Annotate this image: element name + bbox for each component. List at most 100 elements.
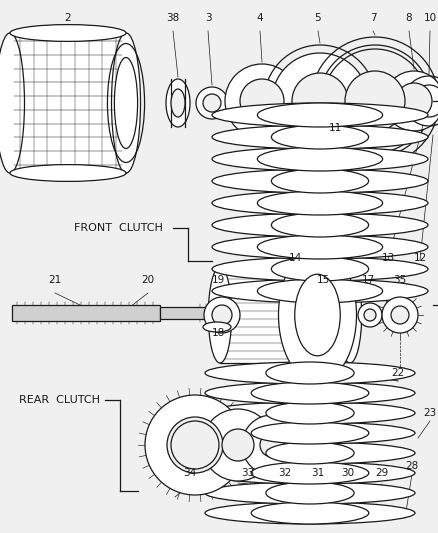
Circle shape xyxy=(390,306,408,324)
Ellipse shape xyxy=(257,191,382,215)
Text: 31: 31 xyxy=(311,468,324,478)
Text: 33: 33 xyxy=(241,468,254,478)
Text: 20: 20 xyxy=(141,275,154,285)
Ellipse shape xyxy=(212,169,427,193)
Ellipse shape xyxy=(251,502,368,524)
Bar xyxy=(159,307,219,319)
Text: 35: 35 xyxy=(392,275,406,285)
Text: 32: 32 xyxy=(278,468,291,478)
Circle shape xyxy=(383,71,438,131)
Text: 14: 14 xyxy=(288,253,301,263)
Ellipse shape xyxy=(205,362,414,384)
Text: 12: 12 xyxy=(413,253,426,263)
Text: 29: 29 xyxy=(374,468,388,478)
Ellipse shape xyxy=(205,442,414,464)
Text: 10: 10 xyxy=(423,13,435,23)
Ellipse shape xyxy=(271,213,368,237)
Text: 38: 38 xyxy=(166,13,179,23)
Ellipse shape xyxy=(278,248,356,382)
Ellipse shape xyxy=(265,442,353,464)
Text: 13: 13 xyxy=(381,253,394,263)
Ellipse shape xyxy=(0,33,25,173)
Text: 18: 18 xyxy=(211,328,224,338)
Circle shape xyxy=(272,53,367,149)
Ellipse shape xyxy=(205,382,414,404)
Circle shape xyxy=(357,303,381,327)
Ellipse shape xyxy=(212,279,427,303)
Ellipse shape xyxy=(212,191,427,215)
Circle shape xyxy=(204,297,240,333)
Text: REAR  CLUTCH: REAR CLUTCH xyxy=(19,395,100,405)
Ellipse shape xyxy=(212,103,427,127)
Circle shape xyxy=(259,433,283,457)
Ellipse shape xyxy=(271,125,368,149)
Ellipse shape xyxy=(10,165,126,181)
Ellipse shape xyxy=(257,103,382,127)
Text: 23: 23 xyxy=(422,408,436,418)
Ellipse shape xyxy=(166,79,190,127)
Circle shape xyxy=(225,64,298,138)
Ellipse shape xyxy=(265,402,353,424)
Circle shape xyxy=(291,73,347,129)
Text: 7: 7 xyxy=(369,13,375,23)
Ellipse shape xyxy=(10,25,126,42)
Ellipse shape xyxy=(205,462,414,484)
Text: 21: 21 xyxy=(48,275,61,285)
Ellipse shape xyxy=(294,274,339,356)
Ellipse shape xyxy=(205,502,414,524)
Ellipse shape xyxy=(257,235,382,259)
Text: 17: 17 xyxy=(360,275,374,285)
Bar xyxy=(12,305,159,321)
Ellipse shape xyxy=(251,382,368,404)
Text: 22: 22 xyxy=(391,368,404,378)
Circle shape xyxy=(240,79,283,123)
Text: 3: 3 xyxy=(204,13,211,23)
Text: 19: 19 xyxy=(211,275,224,285)
Text: 15: 15 xyxy=(316,275,329,285)
Ellipse shape xyxy=(212,125,427,149)
Text: 5: 5 xyxy=(314,13,321,23)
Circle shape xyxy=(195,87,227,119)
Ellipse shape xyxy=(251,422,368,444)
Ellipse shape xyxy=(212,213,427,237)
Text: 34: 34 xyxy=(183,468,196,478)
Ellipse shape xyxy=(212,147,427,171)
Text: 8: 8 xyxy=(405,13,411,23)
Ellipse shape xyxy=(265,362,353,384)
Ellipse shape xyxy=(212,235,427,259)
Ellipse shape xyxy=(257,279,382,303)
Ellipse shape xyxy=(205,422,414,444)
Text: 30: 30 xyxy=(341,468,354,478)
Ellipse shape xyxy=(271,169,368,193)
Ellipse shape xyxy=(171,421,219,469)
Circle shape xyxy=(363,309,375,321)
Circle shape xyxy=(166,417,223,473)
Circle shape xyxy=(241,415,301,475)
Text: 11: 11 xyxy=(328,123,341,133)
Ellipse shape xyxy=(338,267,361,363)
Text: 28: 28 xyxy=(404,461,418,471)
Bar xyxy=(219,267,349,363)
Text: 4: 4 xyxy=(256,13,263,23)
Ellipse shape xyxy=(212,257,427,281)
Ellipse shape xyxy=(205,482,414,504)
Ellipse shape xyxy=(202,322,230,332)
Circle shape xyxy=(222,429,254,461)
Circle shape xyxy=(202,94,220,112)
Ellipse shape xyxy=(205,402,414,424)
Ellipse shape xyxy=(271,257,368,281)
Ellipse shape xyxy=(257,147,382,171)
Ellipse shape xyxy=(171,89,184,117)
Ellipse shape xyxy=(251,462,368,484)
Circle shape xyxy=(395,83,431,119)
Text: 2: 2 xyxy=(64,13,71,23)
Circle shape xyxy=(212,305,231,325)
Circle shape xyxy=(344,71,404,131)
Circle shape xyxy=(381,297,417,333)
Circle shape xyxy=(201,409,273,481)
Ellipse shape xyxy=(111,33,140,173)
Ellipse shape xyxy=(208,267,231,363)
Circle shape xyxy=(145,395,244,495)
Ellipse shape xyxy=(114,58,137,149)
Bar xyxy=(10,33,126,173)
